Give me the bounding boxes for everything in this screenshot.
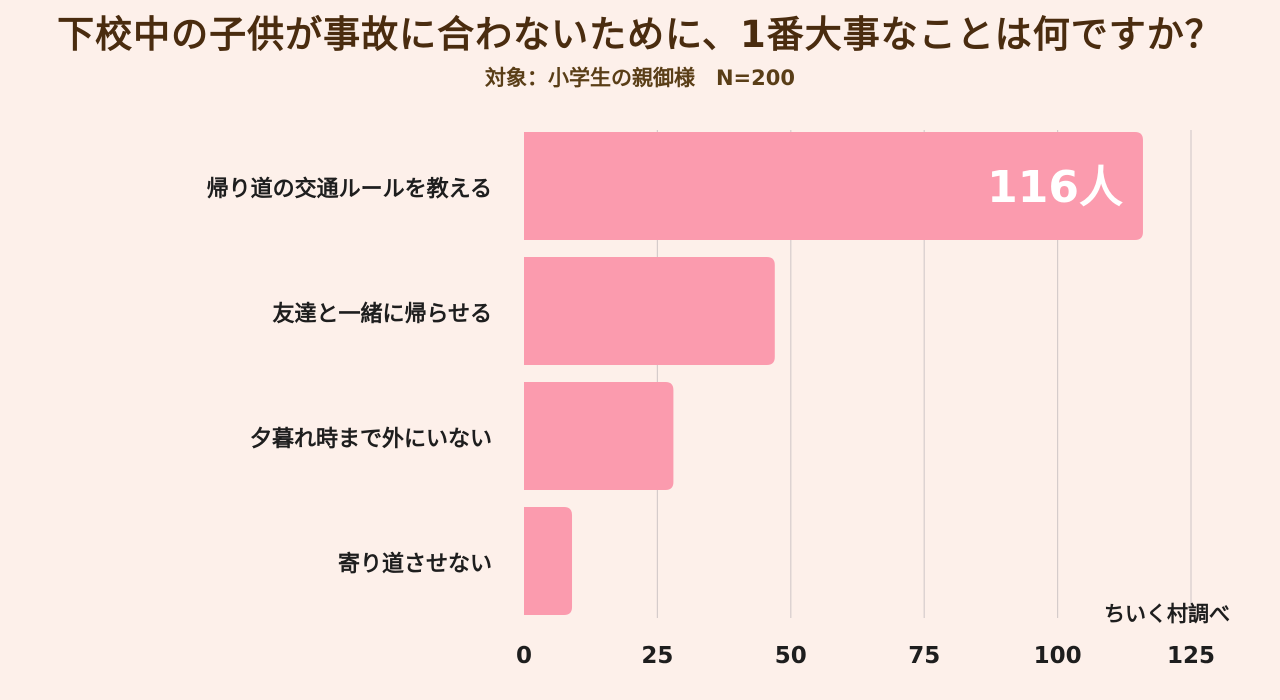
x-tick-label-75: 75 [908, 643, 940, 669]
source-credit: ちいく村調べ [1104, 602, 1230, 626]
x-tick-label-0: 0 [516, 643, 532, 669]
x-tick-label-50: 50 [775, 643, 807, 669]
x-tick-label-25: 25 [641, 643, 673, 669]
bar-2 [524, 257, 775, 365]
chart-title: 下校中の子供が事故に合わないために、1番大事なことは何ですか？ [57, 13, 1223, 56]
category-label-3: 夕暮れ時まで外にいない [249, 427, 492, 452]
category-label-1: 帰り道の交通ルールを教える [206, 177, 492, 202]
bar-1 [524, 132, 1143, 240]
bar-4 [524, 507, 573, 615]
bar-3 [524, 382, 674, 490]
category-label-4: 寄り道させない [337, 552, 492, 577]
chart-subtitle: 対象：小学生の親御様 N=200 [484, 66, 795, 90]
bar-value-label-1: 116人 [987, 162, 1123, 213]
category-label-2: 友達と一緒に帰らせる [272, 302, 492, 327]
x-tick-label-125: 125 [1167, 643, 1215, 669]
x-tick-label-100: 100 [1034, 643, 1082, 669]
